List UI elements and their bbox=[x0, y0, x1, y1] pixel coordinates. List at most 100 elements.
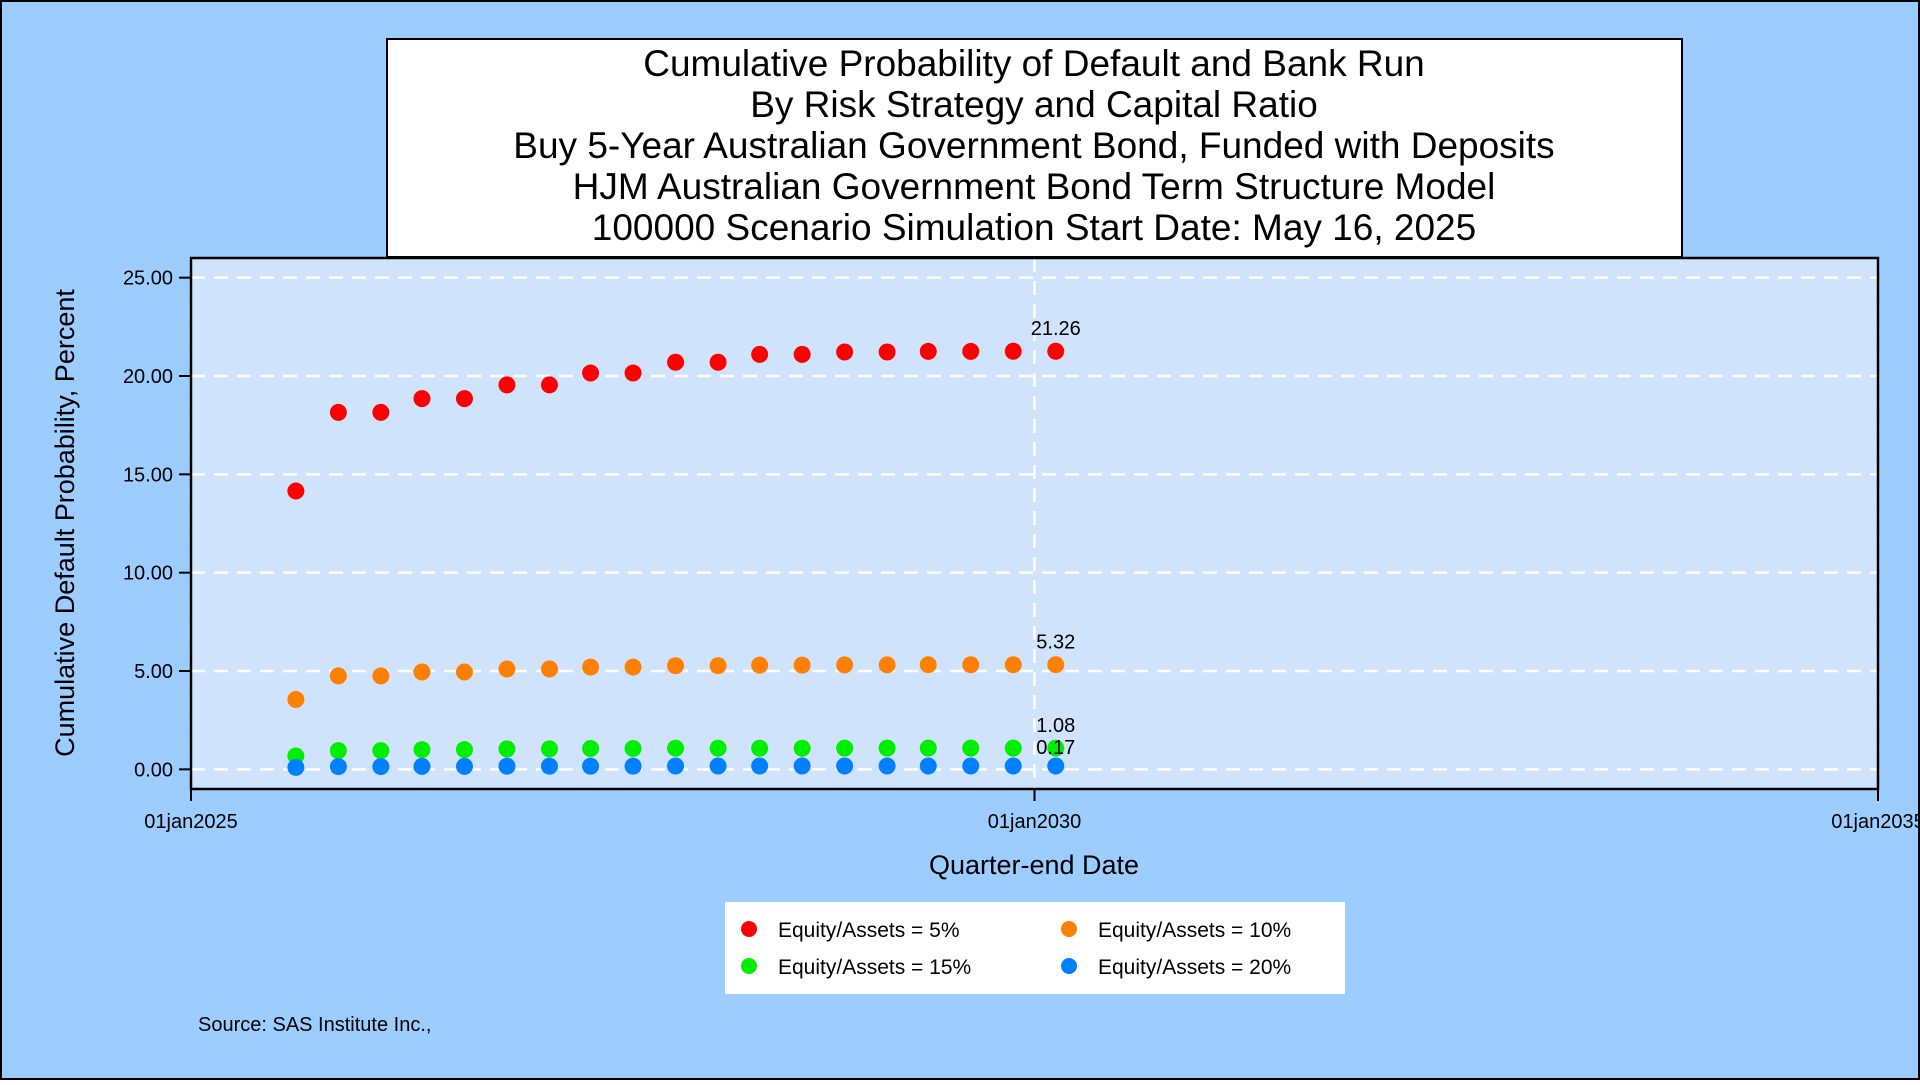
data-point bbox=[878, 656, 896, 674]
data-point bbox=[455, 390, 473, 408]
chart-title-line-2: By Risk Strategy and Capital Ratio bbox=[750, 84, 1318, 125]
data-point bbox=[329, 403, 347, 421]
data-point bbox=[624, 757, 642, 775]
data-point bbox=[667, 739, 685, 757]
data-point bbox=[1004, 739, 1022, 757]
legend-marker-20pct bbox=[1061, 958, 1077, 974]
title-box: Cumulative Probability of Default and Ba… bbox=[386, 38, 1683, 258]
data-point bbox=[709, 657, 727, 675]
data-point bbox=[413, 757, 431, 775]
data-point bbox=[667, 353, 685, 371]
legend-marker-10pct bbox=[1061, 921, 1077, 937]
data-point bbox=[751, 757, 769, 775]
y-axis-label: Cumulative Default Probability, Percent bbox=[50, 289, 80, 757]
data-point bbox=[1004, 342, 1022, 360]
data-point bbox=[582, 739, 600, 757]
data-point bbox=[329, 758, 347, 776]
data-point bbox=[836, 656, 854, 674]
data-point bbox=[919, 739, 937, 757]
x-tick-label: 01jan2025 bbox=[144, 811, 237, 833]
x-tick-label: 01jan2035 bbox=[1831, 811, 1920, 833]
data-point bbox=[287, 482, 305, 500]
legend-label-15pct: Equity/Assets = 15% bbox=[778, 956, 971, 979]
source-footnote: Source: SAS Institute Inc., bbox=[198, 1014, 431, 1036]
data-point bbox=[498, 660, 516, 678]
title-box-border bbox=[386, 38, 1683, 258]
legend: Equity/Assets = 5% Equity/Assets = 10% E… bbox=[725, 902, 1345, 994]
data-point bbox=[287, 758, 305, 776]
data-point bbox=[793, 345, 811, 363]
data-point bbox=[878, 343, 896, 361]
data-point bbox=[1047, 656, 1065, 674]
data-point bbox=[455, 663, 473, 681]
data-point bbox=[667, 657, 685, 675]
data-end-label: 0.17 bbox=[1036, 737, 1075, 759]
data-point bbox=[709, 353, 727, 371]
data-point bbox=[540, 660, 558, 678]
data-point bbox=[919, 656, 937, 674]
y-tick-label: 10.00 bbox=[123, 563, 173, 585]
data-point bbox=[329, 667, 347, 685]
chart-title-line-3: Buy 5-Year Australian Government Bond, F… bbox=[513, 125, 1554, 166]
data-point bbox=[287, 691, 305, 709]
data-point bbox=[540, 740, 558, 758]
legend-label-10pct: Equity/Assets = 10% bbox=[1098, 919, 1291, 942]
legend-marker-15pct bbox=[741, 958, 757, 974]
y-tick-label: 20.00 bbox=[123, 366, 173, 388]
data-point bbox=[498, 376, 516, 394]
legend-box bbox=[725, 902, 1345, 994]
y-axis: 0.00 5.00 10.00 15.00 20.00 25.00 bbox=[123, 268, 191, 781]
data-point bbox=[372, 667, 390, 685]
data-point bbox=[1047, 739, 1065, 757]
data-point bbox=[372, 403, 390, 421]
data-point bbox=[836, 343, 854, 361]
data-point bbox=[836, 739, 854, 757]
data-point bbox=[667, 757, 685, 775]
data-point bbox=[624, 364, 642, 382]
data-point bbox=[878, 757, 896, 775]
data-point bbox=[962, 656, 980, 674]
y-tick-label: 25.00 bbox=[123, 268, 173, 290]
legend-label-20pct: Equity/Assets = 20% bbox=[1098, 956, 1291, 979]
data-point bbox=[498, 757, 516, 775]
data-point bbox=[624, 739, 642, 757]
data-point bbox=[751, 739, 769, 757]
data-point bbox=[836, 757, 854, 775]
x-axis-label: Quarter-end Date bbox=[929, 850, 1139, 880]
data-point bbox=[372, 758, 390, 776]
legend-marker-5pct bbox=[741, 921, 757, 937]
data-point bbox=[751, 345, 769, 363]
y-tick-label: 0.00 bbox=[134, 759, 173, 781]
data-point bbox=[709, 739, 727, 757]
data-point bbox=[919, 342, 937, 360]
data-point bbox=[540, 757, 558, 775]
legend-label-5pct: Equity/Assets = 5% bbox=[778, 919, 960, 942]
data-point bbox=[919, 757, 937, 775]
data-point bbox=[793, 757, 811, 775]
chart-title-line-4: HJM Australian Government Bond Term Stru… bbox=[573, 166, 1496, 207]
data-end-label: 21.26 bbox=[1031, 318, 1081, 340]
data-point bbox=[413, 663, 431, 681]
data-point bbox=[793, 739, 811, 757]
data-point bbox=[624, 658, 642, 676]
data-point bbox=[455, 741, 473, 759]
data-point bbox=[498, 740, 516, 758]
data-point bbox=[962, 739, 980, 757]
x-tick-label: 01jan2030 bbox=[988, 811, 1081, 833]
data-point bbox=[413, 390, 431, 408]
x-axis: 01jan2025 01jan2030 01jan2035 bbox=[144, 789, 1920, 833]
data-end-labels: 21.26 5.32 1.080.17 bbox=[1031, 318, 1081, 759]
data-point bbox=[793, 656, 811, 674]
data-point bbox=[1047, 757, 1065, 775]
data-end-label: 1.08 bbox=[1036, 715, 1075, 737]
data-point bbox=[1047, 342, 1065, 360]
data-point bbox=[413, 741, 431, 759]
data-point bbox=[582, 364, 600, 382]
y-tick-label: 15.00 bbox=[123, 464, 173, 486]
data-point bbox=[1004, 757, 1022, 775]
data-end-label: 5.32 bbox=[1036, 632, 1075, 654]
chart-title-line-5: 100000 Scenario Simulation Start Date: M… bbox=[592, 207, 1476, 248]
data-point bbox=[582, 658, 600, 676]
